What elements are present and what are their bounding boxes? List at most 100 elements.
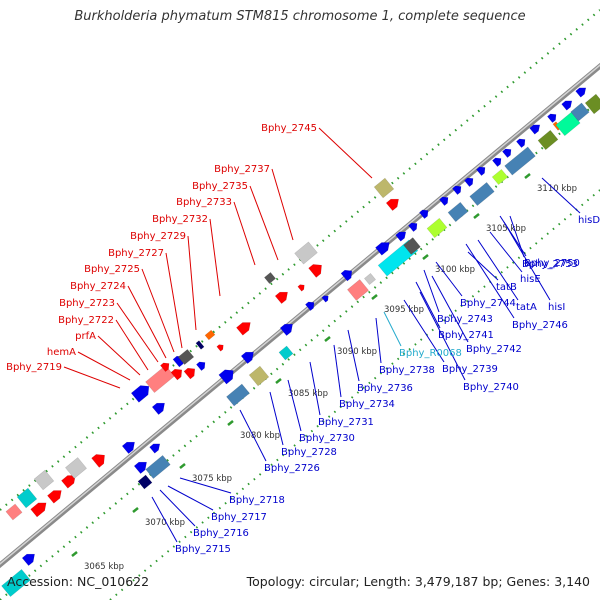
map-title: Burkholderia phymatum STM815 chromosome …: [74, 9, 526, 24]
lower-gene-label: Bphy_2736: [357, 383, 413, 394]
leader-line: [435, 261, 463, 297]
leader-line: [431, 275, 469, 343]
scale-label: 3065 kbp: [84, 562, 124, 572]
scale-tick: [132, 507, 139, 513]
gene-feature: [121, 441, 135, 455]
gene-feature: [264, 272, 276, 284]
upper-gene-label: Bphy_2723: [59, 298, 115, 309]
gene-feature: [137, 474, 153, 490]
leader-line: [239, 409, 267, 462]
leader-line: [271, 168, 294, 241]
gene-feature: [218, 369, 234, 385]
gene-feature: [403, 237, 421, 255]
gene-feature: [145, 364, 175, 394]
lower-gene-label: Bphy_R0068: [399, 348, 462, 359]
leader-line: [347, 329, 360, 382]
topology-text: Topology: circular; Length: 3,479,187 bp…: [246, 574, 590, 589]
lower-gene-labels: Bphy_2715 Bphy_2716 Bphy_2717 Bphy_2718 Bphy…: [175, 215, 600, 555]
lower-gene-label: Bphy_2742: [466, 344, 522, 355]
scale-tick: [473, 213, 480, 219]
gene-feature: [195, 340, 205, 350]
gene-feature: [375, 242, 390, 256]
lower-gene-label: Bphy_2746: [512, 320, 568, 331]
gene-feature: [340, 269, 353, 282]
gene-feature: [133, 461, 147, 475]
lower-gene-label: tatA: [516, 302, 537, 313]
scale-label: 3110 kbp: [537, 184, 577, 194]
scale-tick: [324, 336, 331, 342]
upper-gene-label: Bphy_2724: [70, 281, 126, 292]
gene-feature: [537, 129, 559, 151]
leader-line: [141, 268, 175, 353]
leader-line: [77, 351, 131, 381]
leader-line: [423, 269, 440, 313]
lower-gene-label: hisD: [578, 215, 600, 226]
leader-line: [63, 366, 121, 389]
lower-gene-label: Bphy_2715: [175, 544, 231, 555]
leader-line: [467, 251, 499, 281]
gene-feature: [248, 365, 270, 387]
scale-label: 3100 kbp: [435, 265, 475, 275]
gene-feature: [294, 241, 318, 265]
gene-feature: [575, 87, 587, 98]
scale-ticks: [71, 173, 531, 557]
leader-line: [249, 185, 279, 261]
gene-feature: [373, 177, 395, 199]
gene-feature: [516, 138, 526, 148]
leader-line: [375, 317, 382, 364]
gene-feature: [130, 385, 150, 403]
leader-line: [127, 285, 167, 359]
gene-feature: [226, 383, 250, 407]
leader-line: [287, 379, 302, 432]
leader-line: [209, 218, 221, 297]
gene-feature: [204, 329, 216, 341]
lower-gene-label: Bphy_2718: [229, 495, 285, 506]
upper-gene-labels: Bphy_2719 hemA prfA Bphy_2722 Bphy_2723 Bphy_…: [6, 123, 317, 373]
lower-gene-label: Bphy_2740: [463, 382, 519, 393]
gene-feature: [491, 168, 509, 186]
scale-label: 3085 kbp: [288, 389, 328, 399]
scale-label: 3105 kbp: [486, 224, 526, 234]
leader-line: [403, 299, 445, 363]
gene-feature: [464, 177, 474, 187]
gene-feature: [91, 454, 105, 468]
gene-feature: [183, 367, 196, 380]
gene-feature: [469, 182, 495, 206]
lower-gene-label: Bphy_2744: [460, 298, 516, 309]
dotted-track-outer-1: [0, 9, 600, 511]
gene-feature: [160, 362, 170, 372]
scale-labels: 3065 kbp 3070 kbp 3075 kbp 3080 kbp 3085 kbp…: [84, 184, 577, 572]
upper-gene-label: Bphy_2719: [6, 362, 62, 373]
lower-gene-label: Bphy_2734: [339, 399, 395, 410]
gene-feature: [236, 322, 251, 336]
lower-gene-label: hisE: [520, 274, 541, 285]
gene-feature: [561, 100, 573, 111]
scale-tick: [227, 420, 234, 426]
gene-feature: [504, 146, 536, 176]
gene-feature: [279, 323, 293, 337]
scale-tick: [371, 294, 378, 300]
gene-feature: [177, 348, 195, 366]
gene-feature: [33, 469, 55, 491]
upper-gene-label: hemA: [47, 347, 76, 358]
leader-line: [167, 485, 214, 511]
leader-line: [115, 319, 149, 371]
leader-line: [116, 302, 159, 363]
gene-feature: [65, 457, 87, 479]
leader-line: [465, 243, 515, 319]
leader-line: [187, 235, 197, 331]
scale-label: 3080 kbp: [240, 431, 280, 441]
upper-gene-label: Bphy_2745: [261, 123, 317, 134]
dotted-track-outer-2: [0, 99, 600, 600]
gene-feature: [61, 475, 76, 489]
gene-feature: [547, 113, 557, 123]
leader-line: [233, 201, 256, 266]
scale-label: 3095 kbp: [384, 305, 424, 315]
leader-line: [477, 239, 519, 301]
lower-gene-label: Bphy_2731: [318, 417, 374, 428]
upper-gene-label: prfA: [75, 331, 96, 342]
leader-line: [503, 221, 551, 301]
lower-gene-label: hisI: [548, 302, 565, 313]
leader-line: [151, 496, 178, 543]
scale-tick: [71, 551, 78, 557]
